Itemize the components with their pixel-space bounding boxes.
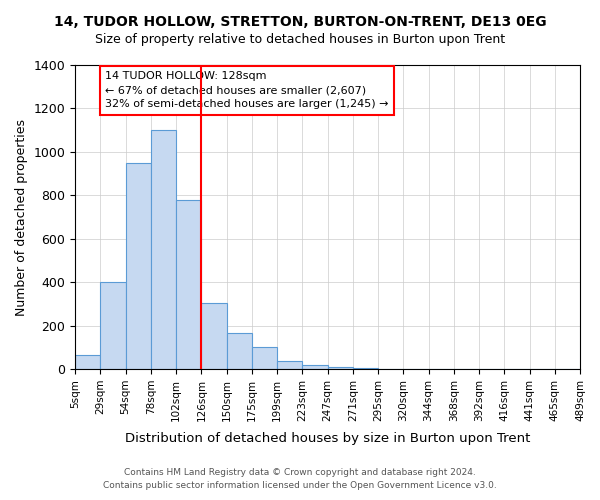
Text: 14, TUDOR HOLLOW, STRETTON, BURTON-ON-TRENT, DE13 0EG: 14, TUDOR HOLLOW, STRETTON, BURTON-ON-TR… [53, 15, 547, 29]
X-axis label: Distribution of detached houses by size in Burton upon Trent: Distribution of detached houses by size … [125, 432, 530, 445]
Bar [202, 303, 227, 369]
Bar [227, 333, 252, 369]
Bar [277, 362, 302, 369]
Text: Size of property relative to detached houses in Burton upon Trent: Size of property relative to detached ho… [95, 32, 505, 46]
Bar [125, 162, 151, 369]
Bar [75, 355, 100, 369]
Text: 14 TUDOR HOLLOW: 128sqm
← 67% of detached houses are smaller (2,607)
32% of semi: 14 TUDOR HOLLOW: 128sqm ← 67% of detache… [106, 71, 389, 109]
Bar [100, 282, 125, 369]
Bar [328, 367, 353, 369]
Bar [353, 368, 378, 369]
Bar [176, 200, 202, 369]
Text: Contains HM Land Registry data © Crown copyright and database right 2024.
Contai: Contains HM Land Registry data © Crown c… [103, 468, 497, 490]
Bar [302, 365, 328, 369]
Bar [151, 130, 176, 369]
Bar [252, 348, 277, 369]
Y-axis label: Number of detached properties: Number of detached properties [15, 118, 28, 316]
